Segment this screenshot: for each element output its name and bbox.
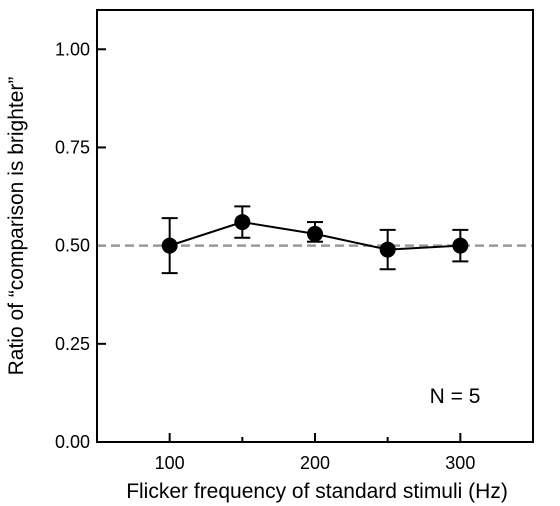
data-point	[307, 225, 323, 242]
data-point	[379, 241, 396, 258]
y-tick-label: 0.50	[55, 236, 90, 256]
sample-size-annotation: N = 5	[430, 385, 481, 408]
data-point	[161, 237, 178, 254]
x-tick-label: 300	[445, 453, 475, 473]
data-point	[452, 237, 469, 254]
x-axis-title: Flicker frequency of standard stimuli (H…	[126, 480, 508, 503]
y-tick-label: 1.00	[55, 39, 90, 59]
x-tick-label: 100	[155, 453, 185, 473]
y-tick-label: 0.25	[55, 334, 90, 354]
plot-frame	[96, 9, 534, 443]
plot-area	[161, 205, 469, 275]
x-axis-ticks: 100 200 300	[155, 433, 475, 473]
data-point	[234, 214, 251, 231]
y-axis-ticks: 0.00 0.25 0.50 0.75 1.00	[55, 39, 106, 452]
y-tick-label: 0.75	[55, 137, 90, 157]
y-axis-title: Ratio of “comparison is brighter”	[5, 77, 28, 376]
x-tick-label: 200	[300, 453, 330, 473]
y-tick-label: 0.00	[55, 432, 90, 452]
